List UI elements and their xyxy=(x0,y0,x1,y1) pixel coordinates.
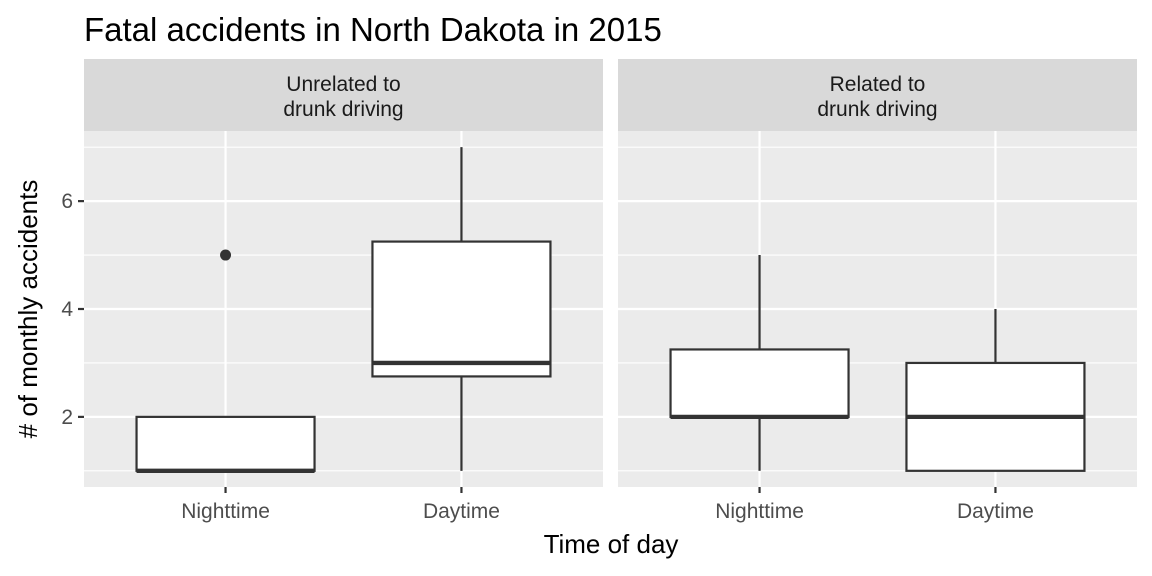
facet-strip-label: drunk driving xyxy=(817,98,937,121)
x-axis-title: Time of day xyxy=(544,529,679,559)
outlier-point xyxy=(220,249,232,261)
boxplot-nighttime xyxy=(669,255,850,471)
facet-strip xyxy=(84,59,603,131)
x-tick-label: Nighttime xyxy=(715,500,804,523)
chart-title: Fatal accidents in North Dakota in 2015 xyxy=(84,11,662,48)
boxplot-daytime xyxy=(905,309,1086,472)
x-tick-label: Nighttime xyxy=(181,500,270,523)
box xyxy=(135,415,316,472)
facet-strip-label: Unrelated to xyxy=(286,73,400,96)
box xyxy=(371,240,552,378)
box xyxy=(669,348,850,418)
facet-strip xyxy=(618,59,1137,131)
facet-strip-label: Related to xyxy=(830,73,926,96)
x-tick-label: Daytime xyxy=(423,500,500,523)
facet-strip-label: drunk driving xyxy=(283,98,403,121)
y-axis-title: # of monthly accidents xyxy=(13,180,43,439)
boxplot-nighttime xyxy=(135,249,316,473)
boxplot-daytime xyxy=(371,147,552,471)
y-tick-label: 4 xyxy=(61,298,73,321)
y-tick-label: 6 xyxy=(61,190,73,213)
y-tick-label: 2 xyxy=(61,406,73,429)
x-tick-label: Daytime xyxy=(957,500,1034,523)
